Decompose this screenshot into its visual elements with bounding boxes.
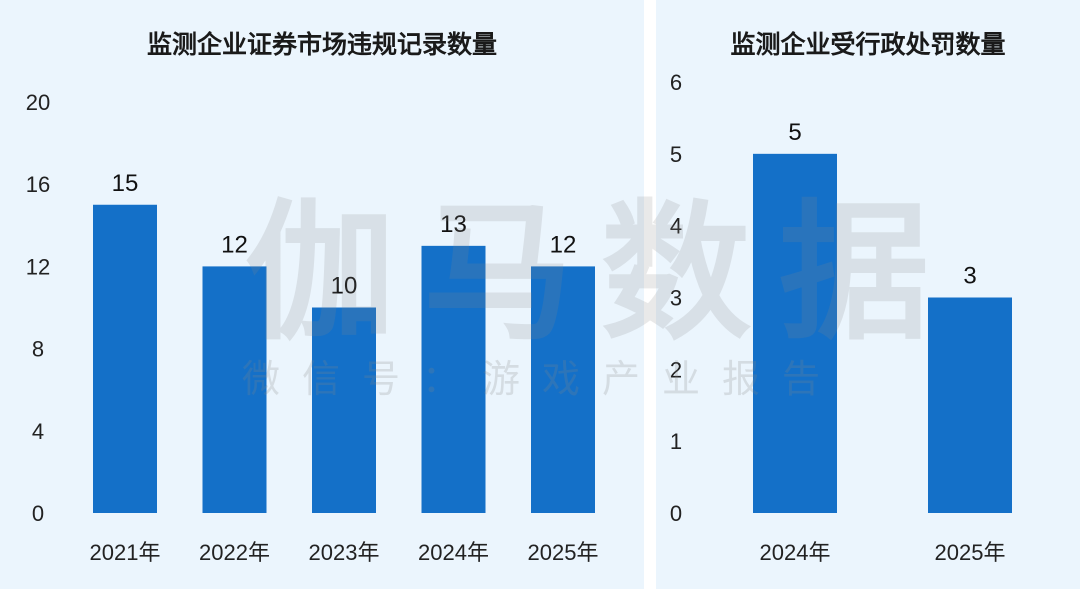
x-category-label: 2023年 [309, 540, 380, 565]
bar [421, 245, 486, 513]
bar [531, 266, 595, 513]
watermark-sub: 微信号：游戏产业报告 [242, 357, 842, 401]
bar [202, 266, 267, 513]
y-tick-label: 3 [670, 286, 682, 311]
y-tick-label: 0 [32, 501, 44, 526]
y-tick-label: 6 [670, 70, 682, 95]
left-bar-chart: 0 4 8 12 16 20 15 2021年 12 2022年 10 2023年 13 2024年 12 2… [26, 90, 599, 565]
bar [93, 204, 157, 513]
y-tick-label: 0 [670, 501, 682, 526]
data-label: 12 [221, 231, 248, 258]
x-category-label: 2024年 [418, 540, 489, 565]
data-label: 10 [331, 273, 358, 300]
data-label: 15 [112, 170, 139, 197]
y-tick-label: 4 [670, 214, 682, 239]
right-bar-chart: 0 1 2 3 4 5 6 5 2024年 3 2025年 [670, 70, 1012, 565]
y-tick-label: 2 [670, 357, 682, 382]
x-category-label: 2022年 [199, 540, 270, 565]
y-tick-label: 4 [32, 419, 44, 444]
data-label: 3 [963, 263, 976, 290]
x-category-label: 2024年 [760, 540, 831, 565]
y-tick-label: 1 [670, 429, 682, 454]
data-label: 13 [440, 211, 467, 238]
right-chart-title: 监测企业受行政处罚数量 [730, 30, 1005, 59]
x-category-label: 2025年 [935, 540, 1006, 565]
y-tick-label: 16 [26, 172, 50, 197]
y-tick-label: 5 [670, 142, 682, 167]
bar [753, 153, 837, 514]
y-tick-label: 20 [26, 90, 50, 115]
data-label: 12 [550, 231, 577, 258]
watermark-main: 伽马数据 [245, 187, 957, 361]
x-category-label: 2021年 [90, 540, 161, 565]
x-category-label: 2025年 [528, 540, 599, 565]
bar [928, 297, 1012, 513]
data-label: 5 [788, 119, 801, 146]
y-tick-label: 12 [26, 254, 50, 279]
left-chart-title: 监测企业证券市场违规记录数量 [147, 30, 497, 59]
y-tick-label: 8 [32, 337, 44, 362]
bar [312, 307, 376, 513]
